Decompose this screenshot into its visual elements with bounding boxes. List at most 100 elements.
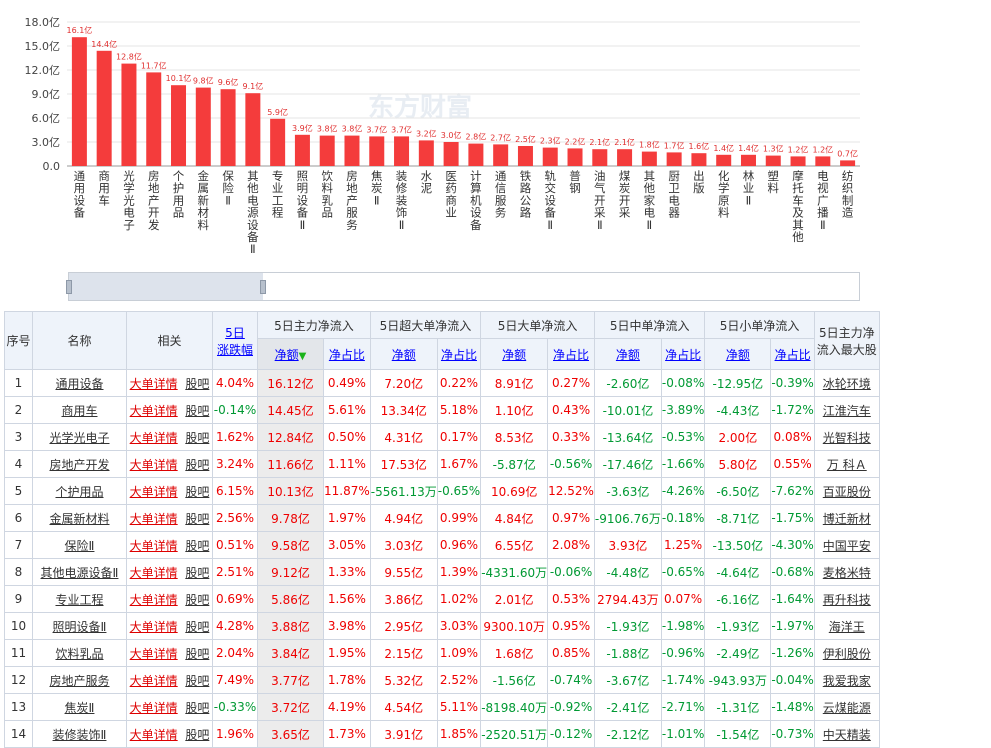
name-cell[interactable]: 专业工程: [32, 585, 127, 613]
detail-link[interactable]: 大单详情: [129, 727, 178, 742]
name-cell[interactable]: 商用车: [32, 396, 127, 424]
top-stock-cell[interactable]: 我爱我家: [813, 666, 880, 694]
industry-link[interactable]: 装修装饰Ⅱ: [52, 727, 107, 742]
guba-link[interactable]: 股吧: [185, 592, 210, 607]
top-stock-cell[interactable]: 冰轮环境: [813, 369, 880, 397]
header-main-net-label[interactable]: 净额: [274, 347, 299, 362]
header-mid-ratio-label[interactable]: 净占比: [665, 347, 702, 362]
top-stock-link[interactable]: 江淮汽车: [822, 403, 871, 418]
guba-link[interactable]: 股吧: [185, 619, 210, 634]
detail-link[interactable]: 大单详情: [129, 403, 178, 418]
header-main-net[interactable]: 净额▼: [257, 338, 324, 370]
top-stock-cell[interactable]: 博迁新材: [813, 504, 880, 532]
top-stock-link[interactable]: 万 科Ａ: [826, 457, 867, 472]
chart-range-scroller[interactable]: [66, 272, 860, 301]
guba-link[interactable]: 股吧: [185, 376, 210, 391]
scroller-left-handle[interactable]: [66, 280, 72, 294]
name-cell[interactable]: 保险Ⅱ: [32, 531, 127, 559]
name-cell[interactable]: 金属新材料: [32, 504, 127, 532]
top-stock-link[interactable]: 博迁新材: [822, 511, 871, 526]
top-stock-link[interactable]: 伊利股份: [822, 646, 871, 661]
top-stock-link[interactable]: 中天精装: [822, 727, 871, 742]
header-small-ratio[interactable]: 净占比: [770, 338, 815, 370]
top-stock-link[interactable]: 中国平安: [822, 538, 871, 553]
industry-link[interactable]: 通用设备: [55, 376, 104, 391]
top-stock-link[interactable]: 光智科技: [822, 430, 871, 445]
industry-link[interactable]: 房地产开发: [49, 457, 110, 472]
industry-link[interactable]: 焦炭Ⅱ: [64, 700, 95, 715]
top-stock-link[interactable]: 再升科技: [822, 592, 871, 607]
top-stock-link[interactable]: 冰轮环境: [822, 376, 871, 391]
header-change-line1[interactable]: 5日: [225, 325, 245, 340]
guba-link[interactable]: 股吧: [185, 430, 210, 445]
industry-link[interactable]: 专业工程: [55, 592, 104, 607]
header-change-line2[interactable]: 涨跌幅: [216, 342, 253, 357]
name-cell[interactable]: 装修装饰Ⅱ: [32, 720, 127, 748]
header-super-ratio[interactable]: 净占比: [436, 338, 482, 370]
top-stock-cell[interactable]: 再升科技: [813, 585, 880, 613]
scroller-selection[interactable]: [69, 273, 263, 300]
name-cell[interactable]: 房地产服务: [32, 666, 127, 694]
header-mid-net[interactable]: 净额: [593, 338, 662, 370]
guba-link[interactable]: 股吧: [185, 538, 210, 553]
name-cell[interactable]: 其他电源设备Ⅱ: [32, 558, 127, 586]
guba-link[interactable]: 股吧: [185, 727, 210, 742]
header-super-ratio-label[interactable]: 净占比: [440, 347, 477, 362]
guba-link[interactable]: 股吧: [185, 511, 210, 526]
header-big-net[interactable]: 净额: [480, 338, 549, 370]
guba-link[interactable]: 股吧: [185, 646, 210, 661]
top-stock-cell[interactable]: 百亚股份: [813, 477, 880, 505]
industry-link[interactable]: 饮料乳品: [55, 646, 104, 661]
top-stock-cell[interactable]: 麦格米特: [813, 558, 880, 586]
top-stock-link[interactable]: 云煤能源: [822, 700, 871, 715]
name-cell[interactable]: 个护用品: [32, 477, 127, 505]
top-stock-cell[interactable]: 中天精装: [813, 720, 880, 748]
guba-link[interactable]: 股吧: [185, 484, 210, 499]
header-big-ratio[interactable]: 净占比: [547, 338, 595, 370]
industry-link[interactable]: 保险Ⅱ: [64, 538, 95, 553]
detail-link[interactable]: 大单详情: [129, 592, 178, 607]
header-big-net-label[interactable]: 净额: [502, 347, 527, 362]
detail-link[interactable]: 大单详情: [129, 511, 178, 526]
detail-link[interactable]: 大单详情: [129, 646, 178, 661]
guba-link[interactable]: 股吧: [185, 457, 210, 472]
name-cell[interactable]: 房地产开发: [32, 450, 127, 478]
top-stock-cell[interactable]: 万 科Ａ: [813, 450, 880, 478]
top-stock-link[interactable]: 百亚股份: [822, 484, 871, 499]
detail-link[interactable]: 大单详情: [129, 538, 178, 553]
top-stock-link[interactable]: 海洋王: [828, 619, 865, 634]
top-stock-link[interactable]: 我爱我家: [822, 673, 871, 688]
guba-link[interactable]: 股吧: [185, 700, 210, 715]
industry-link[interactable]: 其他电源设备Ⅱ: [40, 565, 119, 580]
name-cell[interactable]: 通用设备: [32, 369, 127, 397]
scroller-right-handle[interactable]: [260, 280, 266, 294]
name-cell[interactable]: 饮料乳品: [32, 639, 127, 667]
industry-link[interactable]: 商用车: [61, 403, 98, 418]
top-stock-cell[interactable]: 海洋王: [813, 612, 880, 640]
top-stock-link[interactable]: 麦格米特: [822, 565, 871, 580]
header-main-ratio-label[interactable]: 净占比: [328, 347, 365, 362]
name-cell[interactable]: 焦炭Ⅱ: [32, 693, 127, 721]
header-super-net-label[interactable]: 净额: [391, 347, 416, 362]
header-super-net[interactable]: 净额: [369, 338, 438, 370]
detail-link[interactable]: 大单详情: [129, 484, 178, 499]
detail-link[interactable]: 大单详情: [129, 376, 178, 391]
detail-link[interactable]: 大单详情: [129, 619, 178, 634]
header-small-ratio-label[interactable]: 净占比: [774, 347, 811, 362]
guba-link[interactable]: 股吧: [185, 403, 210, 418]
header-5day-change[interactable]: 5日涨跌幅: [212, 311, 258, 370]
header-mid-net-label[interactable]: 净额: [615, 347, 640, 362]
detail-link[interactable]: 大单详情: [129, 565, 178, 580]
top-stock-cell[interactable]: 中国平安: [813, 531, 880, 559]
name-cell[interactable]: 照明设备Ⅱ: [32, 612, 127, 640]
industry-link[interactable]: 光学光电子: [49, 430, 110, 445]
detail-link[interactable]: 大单详情: [129, 673, 178, 688]
industry-link[interactable]: 个护用品: [55, 484, 104, 499]
header-small-net[interactable]: 净额: [704, 338, 772, 370]
name-cell[interactable]: 光学光电子: [32, 423, 127, 451]
top-stock-cell[interactable]: 云煤能源: [813, 693, 880, 721]
detail-link[interactable]: 大单详情: [129, 700, 178, 715]
industry-link[interactable]: 房地产服务: [49, 673, 110, 688]
guba-link[interactable]: 股吧: [185, 673, 210, 688]
top-stock-cell[interactable]: 伊利股份: [813, 639, 880, 667]
